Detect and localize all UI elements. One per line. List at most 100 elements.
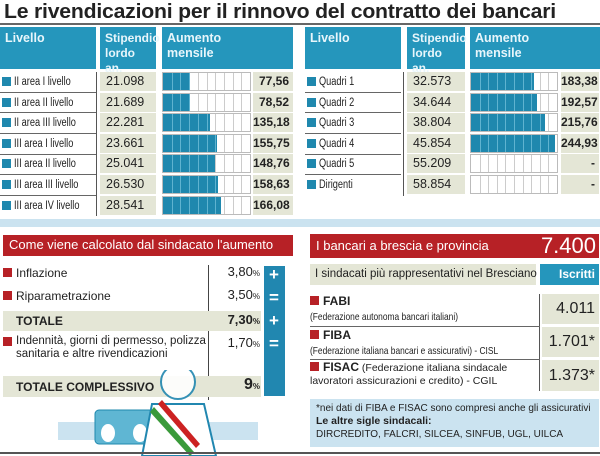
bar-segment <box>496 155 498 173</box>
calc-row-inflazione: Inflazione <box>3 266 203 280</box>
table-row: Quadri 3 38.804 215,76 <box>0 113 600 133</box>
table-row: II area I livello 21.098 77,56 <box>0 72 600 91</box>
bar-segment <box>488 155 490 173</box>
row-divider <box>310 359 540 360</box>
blue-square-icon <box>2 118 11 128</box>
bar-segment <box>241 73 243 90</box>
note-assicurativi: *nei dati di FIBA e FISAC sono compresi … <box>316 403 591 414</box>
blue-square-icon <box>2 77 11 86</box>
bar-segment <box>522 176 524 193</box>
table-row: III area I livello 23.661 155,75 <box>0 133 600 153</box>
blue-square-icon <box>307 159 316 169</box>
bar-segment <box>189 93 191 111</box>
column-divider <box>208 265 209 400</box>
bar-segment <box>232 93 234 111</box>
bar-segment <box>171 196 173 214</box>
aumento-bar-fill <box>163 93 191 111</box>
bar-segment <box>505 176 507 193</box>
livello-label: Dirigenti <box>305 175 401 195</box>
calc-totale-complessivo-label: TOTALE COMPLESSIVO <box>16 380 155 394</box>
stipendio-value: 21.098 <box>100 72 156 91</box>
aumento-value: - <box>561 154 599 174</box>
column-divider <box>403 72 404 196</box>
bar-segment <box>522 114 524 132</box>
bar-segment <box>548 93 550 111</box>
red-square-icon <box>310 362 319 371</box>
red-square-icon <box>310 330 319 339</box>
others-label: Le altre sigle sindacali: <box>316 415 432 427</box>
brescia-title: I bancari a brescia e provincia <box>310 234 599 258</box>
aumento-value: - <box>561 175 599 194</box>
red-square-icon <box>310 296 319 305</box>
blue-square-icon <box>307 97 316 107</box>
bar-segment <box>223 93 225 111</box>
calc-value: 3,80% <box>227 264 260 279</box>
aumento-bar-fill <box>163 155 215 173</box>
bar-segment <box>531 93 533 111</box>
livello-label: Quadri 4 <box>305 134 401 154</box>
plus-icon: + <box>269 311 279 330</box>
bar-segment <box>215 134 217 152</box>
aumento-value: 166,08 <box>253 195 293 215</box>
stipendio-value: 21.689 <box>100 92 156 112</box>
bar-segment <box>548 114 550 132</box>
calc-label: Inflazione <box>16 266 68 280</box>
calc-value: 3,50% <box>227 287 260 302</box>
stipendio-value: 45.854 <box>407 133 465 153</box>
blue-square-icon <box>2 97 11 107</box>
row-divider <box>0 194 96 196</box>
table-row: III area IV livello 28.541 166,08 <box>0 195 600 215</box>
bar-segment <box>180 134 182 152</box>
bar-segment <box>531 73 533 90</box>
bar-segment <box>180 93 182 111</box>
bar-segment <box>232 134 234 152</box>
stipendio-value: 32.573 <box>407 72 465 91</box>
bar-segment <box>180 114 182 132</box>
aumento-bar <box>470 154 558 174</box>
aumento-bar-fill <box>471 73 535 90</box>
stipendio-value: 25.041 <box>100 154 156 174</box>
blue-square-icon <box>307 138 316 148</box>
bar-segment <box>215 93 217 111</box>
row-divider <box>0 133 96 134</box>
aumento-bar-fill <box>163 134 218 152</box>
column-divider <box>539 294 540 391</box>
section-band <box>0 219 600 227</box>
red-square-icon <box>3 337 12 346</box>
aumento-value: 148,76 <box>253 154 293 174</box>
bar-segment <box>479 155 481 173</box>
bottom-line <box>300 452 600 454</box>
blue-square-icon <box>2 180 11 189</box>
bar-segment <box>548 73 550 90</box>
aumento-value: 215,76 <box>561 113 599 133</box>
blue-square-icon <box>2 138 11 148</box>
stipendio-value: 58.854 <box>407 175 465 194</box>
bar-segment <box>479 73 481 90</box>
bar-segment <box>197 155 199 173</box>
bar-segment <box>479 176 481 193</box>
bar-segment <box>539 93 541 111</box>
bar-segment <box>197 196 199 214</box>
column-divider <box>96 72 97 216</box>
bar-segment <box>232 73 234 90</box>
bar-segment <box>197 93 199 111</box>
bar-segment <box>496 114 498 132</box>
bar-segment <box>548 176 550 193</box>
aumento-value: 192,57 <box>561 92 599 112</box>
bar-segment <box>232 196 234 214</box>
bar-segment <box>496 93 498 111</box>
calc-totale-complessivo-value: 9% <box>243 376 260 393</box>
operator-column <box>264 266 285 396</box>
totale-complessivo-row-bg <box>3 376 261 397</box>
bar-segment <box>189 114 191 132</box>
bar-segment <box>479 114 481 132</box>
bar-segment <box>505 134 507 152</box>
bar-segment <box>514 155 515 173</box>
bar-segment <box>539 73 541 90</box>
bar-segment <box>206 196 208 214</box>
bar-segment <box>171 155 173 173</box>
bar-segment <box>171 114 173 132</box>
row-divider <box>305 133 401 134</box>
aumento-value: 135,18 <box>253 113 293 133</box>
table-row: Quadri 2 34.644 192,57 <box>0 92 600 112</box>
